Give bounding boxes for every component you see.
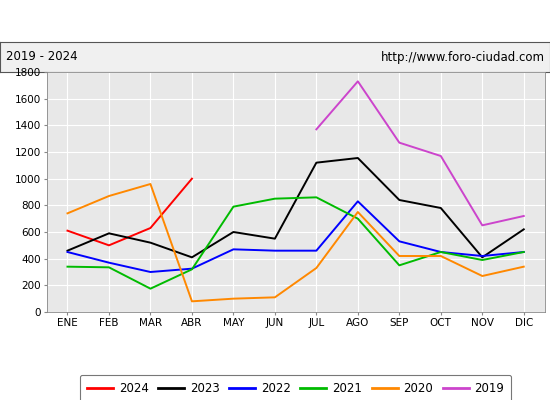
Text: http://www.foro-ciudad.com: http://www.foro-ciudad.com bbox=[381, 50, 544, 64]
Text: 2019 - 2024: 2019 - 2024 bbox=[6, 50, 77, 64]
Legend: 2024, 2023, 2022, 2021, 2020, 2019: 2024, 2023, 2022, 2021, 2020, 2019 bbox=[80, 375, 512, 400]
Text: Evolucion Nº Turistas Nacionales en el municipio de Rascafría: Evolucion Nº Turistas Nacionales en el m… bbox=[62, 14, 488, 28]
